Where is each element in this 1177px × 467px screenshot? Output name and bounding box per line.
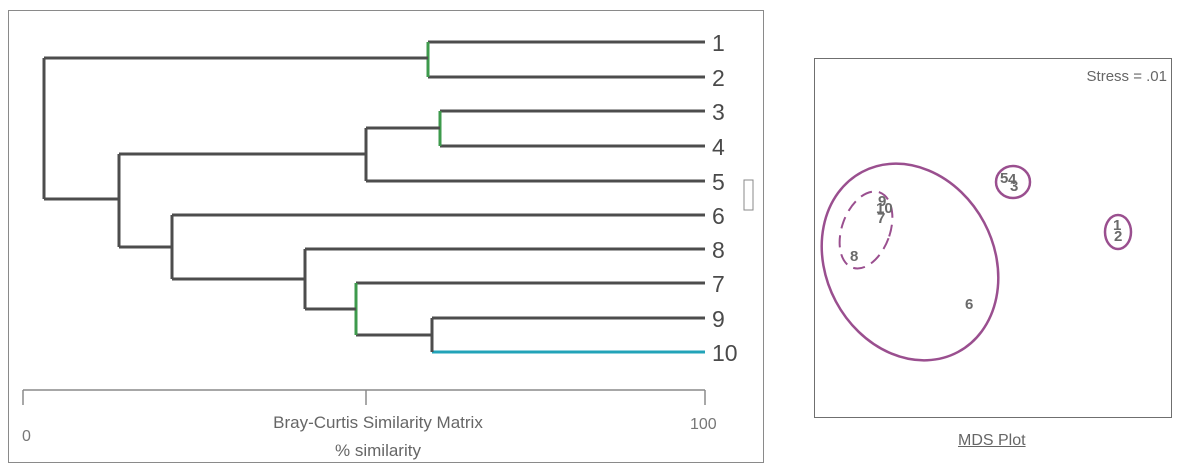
leaf-label: 2 [712, 65, 725, 91]
mds-point: 10 [876, 200, 893, 217]
mds-point: 7 [877, 210, 885, 227]
mds-point: 1 [1113, 217, 1121, 234]
ellipse-dashed-group [838, 190, 894, 270]
ellipse-group-345 [994, 164, 1032, 200]
mds-point: 3 [1010, 178, 1018, 195]
mds-ellipses [820, 162, 1133, 362]
dendrogram-branches [42, 40, 705, 354]
similarity-axis: 0 100 Bray-Curtis Similarity Matrix % si… [22, 389, 717, 460]
axis-tick-label-min: 0 [22, 428, 31, 445]
mds-point: 5 [1000, 170, 1008, 187]
leaf-label: 6 [712, 203, 725, 229]
leaf-label: 3 [712, 99, 725, 125]
mds-point: 9 [878, 193, 886, 210]
leaf-label: 8 [712, 237, 725, 263]
leaf-label: 9 [712, 306, 725, 332]
mds-plot-frame [814, 58, 1172, 418]
leaf-label: 4 [712, 134, 725, 160]
axis-title-line2: % similarity [335, 441, 421, 460]
stress-label: Stress = .01 [1087, 68, 1167, 85]
leaf-labels: 1 2 3 4 5 6 8 7 9 10 [712, 30, 738, 366]
leaf-label: 10 [712, 340, 738, 366]
mds-points: 5 4 3 1 2 9 10 7 8 6 [850, 170, 1122, 313]
axis-title-line1: Bray-Curtis Similarity Matrix [273, 413, 483, 432]
ellipse-large-group [820, 162, 1000, 362]
mds-point: 6 [965, 296, 973, 313]
mds-point: 2 [1114, 228, 1122, 245]
mds-point: 4 [1008, 171, 1017, 188]
leaf-label: 7 [712, 271, 725, 297]
mds-point: 8 [850, 248, 858, 265]
leaf-label: 1 [712, 30, 725, 56]
ellipse-group-12 [1103, 213, 1133, 251]
leaf-label: 5 [712, 169, 725, 195]
mds-caption: MDS Plot [958, 432, 1026, 449]
dendrogram-panel [8, 10, 764, 463]
axis-tick-label-max: 100 [690, 416, 717, 433]
scan-mark [743, 179, 754, 211]
